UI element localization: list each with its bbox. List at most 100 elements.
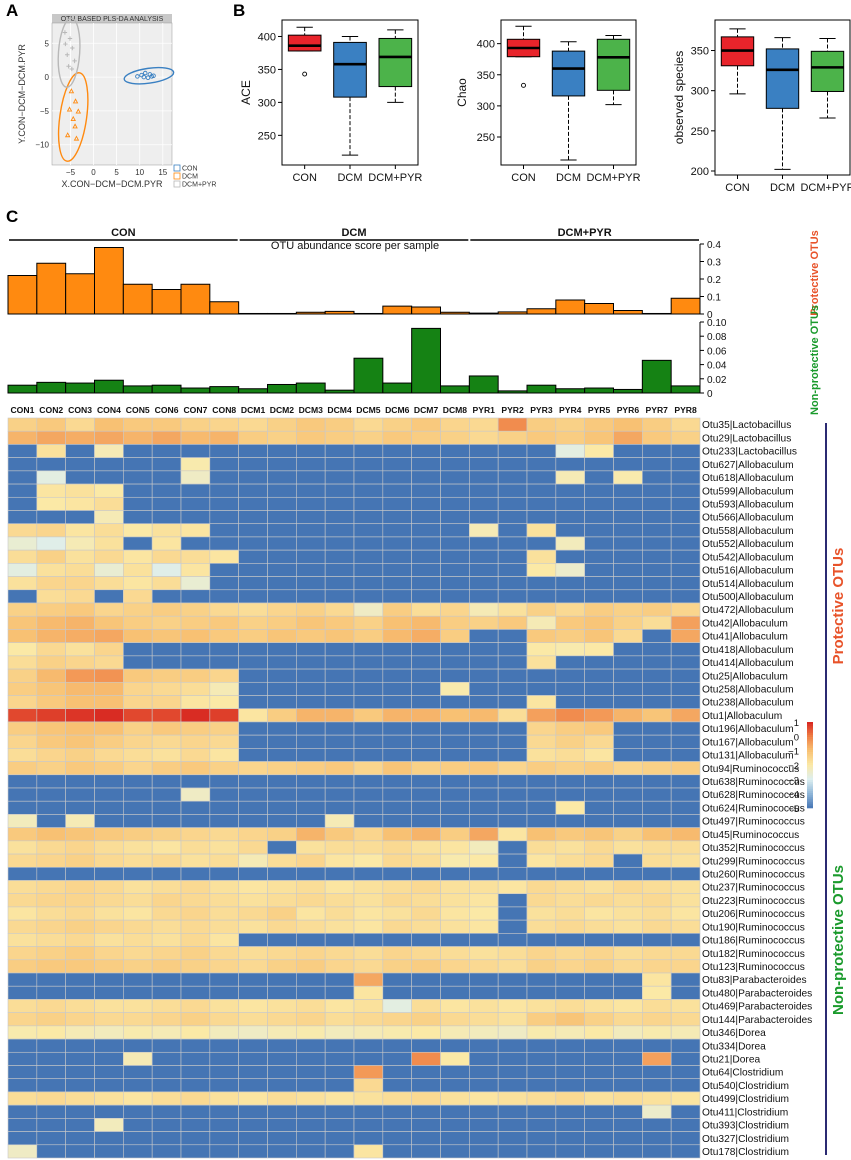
heatmap-cell	[209, 668, 239, 683]
heatmap-cell	[94, 761, 124, 776]
box-outlier	[302, 71, 308, 77]
heatmap-cell	[65, 444, 95, 458]
heatmap-cell	[440, 972, 470, 987]
heatmap-cell	[584, 589, 614, 604]
heatmap-cell	[324, 1091, 355, 1106]
heatmap-cell	[642, 1118, 672, 1132]
heatmap-cell	[353, 1051, 384, 1066]
heatmap-cell	[584, 523, 614, 538]
heatmap-column-label: PYR7	[646, 405, 669, 415]
heatmap-cell	[180, 814, 211, 828]
heatmap-cell	[65, 629, 95, 643]
heatmap-cell	[209, 999, 239, 1013]
heatmap-cell	[324, 1144, 355, 1159]
heatmap-column-label: PYR1	[473, 405, 496, 415]
heatmap-cell	[123, 774, 153, 789]
bar	[555, 299, 586, 315]
heatmap-cell	[65, 919, 95, 934]
heatmap-cell	[613, 523, 643, 538]
heatmap-cell	[238, 563, 268, 577]
heatmap-cell	[209, 1025, 239, 1040]
box-body	[596, 38, 631, 91]
bar	[65, 382, 95, 394]
heatmap-cell	[670, 721, 701, 736]
box-outlier	[521, 82, 526, 88]
heatmap-cell	[353, 1012, 384, 1027]
heatmap-row-label: Otu352|Ruminococcus	[702, 843, 805, 854]
heatmap-cell	[324, 695, 355, 710]
heatmap-cell	[209, 787, 239, 802]
heatmap-cell	[642, 523, 672, 538]
heatmap-cell	[642, 933, 672, 947]
heatmap-cell	[526, 1025, 557, 1040]
heatmap-cell	[469, 972, 499, 987]
heatmap-cell	[555, 695, 585, 710]
bar	[584, 387, 615, 394]
heatmap-cell	[497, 999, 528, 1013]
heatmap-cell	[526, 1051, 557, 1066]
heatmap-cell	[209, 774, 239, 789]
heatmap-cell	[36, 708, 66, 723]
heatmap-cell	[267, 602, 297, 617]
heatmap-cell	[123, 721, 153, 736]
heatmap-cell	[238, 655, 268, 670]
heatmap-cell	[324, 972, 355, 987]
heatmap-cell	[411, 695, 441, 710]
heatmap-cell	[526, 549, 557, 564]
heatmap-cell	[180, 1051, 211, 1066]
heatmap-cell	[670, 642, 701, 657]
heatmap-cell	[180, 748, 211, 762]
heatmap-cell	[555, 1025, 585, 1040]
heatmap-cell	[180, 483, 211, 498]
heatmap-cell	[353, 589, 384, 604]
heatmap-cell	[613, 761, 643, 776]
heatmap-cell	[411, 787, 441, 802]
heatmap-cell	[353, 668, 384, 683]
heatmap-cell	[180, 523, 211, 538]
heatmap-cell	[353, 457, 384, 472]
heatmap-cell	[584, 602, 614, 617]
heatmap-cell	[324, 1131, 355, 1146]
color-scale-segment	[807, 801, 813, 804]
heatmap-cell	[267, 893, 297, 908]
heatmap-cell	[36, 906, 66, 921]
heatmap-cell	[123, 1118, 153, 1132]
heatmap-cell	[584, 946, 614, 961]
heatmap-cell	[123, 946, 153, 961]
heatmap-cell	[670, 919, 701, 934]
box-category-label: DCM+PYR	[586, 172, 640, 184]
heatmap-cell	[94, 602, 124, 617]
box-category-label: DCM	[556, 172, 581, 184]
heatmap-cell	[353, 602, 384, 617]
heatmap-cell	[469, 510, 499, 525]
heatmap-cell	[584, 866, 614, 881]
heatmap-cell	[267, 1012, 297, 1027]
plsda-legend-label: CON	[182, 166, 198, 173]
heatmap-cell	[36, 761, 66, 776]
heatmap-cell	[469, 1078, 499, 1093]
heatmap-cell	[555, 510, 585, 525]
heatmap-cell	[324, 827, 355, 842]
heatmap-cell	[180, 417, 211, 432]
heatmap-cell	[180, 1025, 211, 1040]
heatmap-cell	[94, 999, 124, 1013]
heatmap-cell	[267, 787, 297, 802]
heatmap-cell	[180, 906, 211, 921]
heatmap-cell	[65, 933, 95, 947]
heatmap-cell	[94, 893, 124, 908]
heatmap-cell	[324, 933, 355, 947]
color-scale-tick: 0	[794, 732, 799, 743]
heatmap-cell	[94, 866, 124, 881]
heatmap-cell	[94, 470, 124, 485]
heatmap-cell	[238, 536, 268, 551]
heatmap-row-label: Otu566|Allobaculum	[702, 513, 794, 524]
heatmap-cell	[642, 734, 672, 749]
heatmap-cell	[94, 523, 124, 538]
heatmap-cell	[353, 880, 384, 895]
heatmap-cell	[440, 563, 470, 577]
heatmap-cell	[296, 919, 326, 934]
heatmap-cell	[469, 814, 499, 828]
plsda-point	[72, 58, 77, 64]
heatmap-cell	[670, 1104, 701, 1119]
